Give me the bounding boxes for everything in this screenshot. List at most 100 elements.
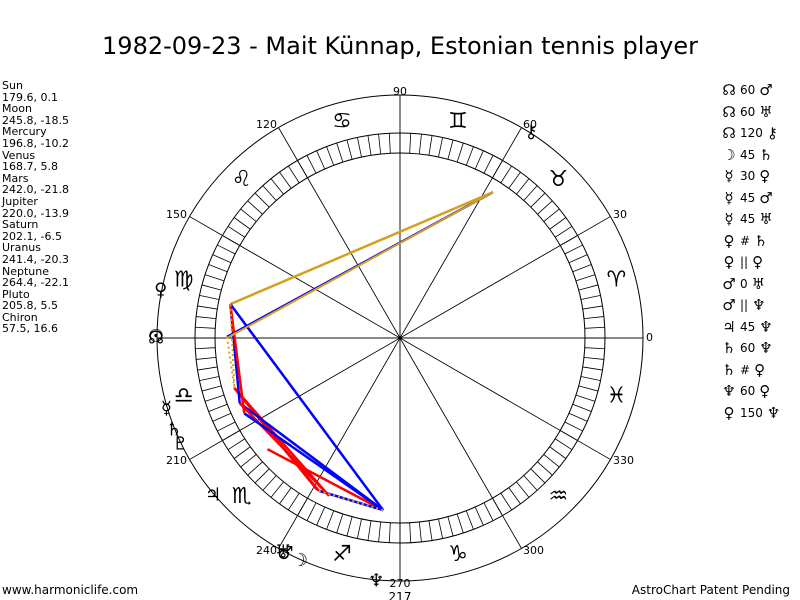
planet-name-pluto: Pluto [2, 287, 30, 301]
aspect-planet-b-glyph: ♀ [754, 360, 766, 379]
aspect-angle: 45 [740, 319, 756, 334]
aspect-planet-b-glyph: ♅ [751, 274, 766, 293]
degree-tick [306, 155, 317, 174]
aspect-angle: # [740, 233, 751, 248]
degree-label: 150 [166, 208, 187, 221]
degree-tick [508, 171, 521, 189]
aspect-dotted-line [229, 304, 236, 389]
degree-tick [326, 146, 335, 166]
aspect-planet-b-glyph: ♄ [754, 231, 768, 250]
degree-tick [346, 516, 353, 537]
degree-tick [418, 134, 422, 155]
zodiac-sign-glyph: ♒ [549, 484, 569, 509]
planet-glyph-chiron: ⚷ [525, 122, 538, 143]
degree-tick [572, 264, 592, 273]
aspect-planet-a-glyph: ♄ [722, 360, 736, 379]
degree-label: 270 [390, 577, 411, 590]
degree-tick [233, 446, 251, 459]
degree-tick [549, 217, 567, 230]
degree-tick [196, 316, 217, 320]
planet-coords-mars: 242.0, -21.8 [2, 183, 69, 197]
degree-tick [572, 403, 592, 412]
degree-tick [288, 492, 300, 511]
degree-tick [508, 487, 521, 505]
aspect-angle: || [740, 298, 749, 312]
planet-coords-neptune: 264.4, -22.1 [2, 276, 69, 290]
aspect-lines [226, 190, 494, 512]
aspect-row: ☽ 45 ♄ [720, 145, 792, 167]
house-spoke [189, 216, 611, 460]
degree-tick [356, 518, 362, 539]
degree-tick [483, 155, 494, 174]
degree-tick [212, 412, 232, 422]
aspect-angle: 30 [740, 169, 756, 183]
aspect-planet-a-glyph: ☿ [724, 167, 734, 185]
planet-name-mars: Mars [2, 171, 29, 185]
degree-tick [516, 481, 530, 498]
degree-tick [474, 506, 484, 526]
zodiac-sign-glyph: ♎ [174, 383, 194, 408]
degree-tick [554, 226, 573, 238]
zodiac-sign-glyph: ♏ [232, 484, 252, 509]
degree-tick [575, 274, 596, 282]
degree-tick [582, 305, 603, 310]
chart-title: 1982-09-23 - Mait Künnap, Estonian tenni… [102, 32, 698, 60]
aspect-planet-b-glyph: ♆ [759, 339, 773, 357]
degree-tick [584, 326, 605, 329]
planet-coords-chiron: 57.5, 16.6 [2, 322, 58, 336]
planet-coords-saturn: 202.1, -6.5 [2, 229, 62, 243]
planet-glyph-mars: ♂ [277, 543, 293, 564]
aspect-angle: 45 [740, 212, 756, 226]
aspect-planet-a-glyph: ♆ [722, 382, 736, 400]
degree-tick [428, 520, 433, 541]
planet-name-saturn: Saturn [2, 218, 39, 232]
degree-tick [279, 171, 292, 189]
planet-name-sun: Sun [2, 79, 23, 92]
aspect-line [243, 412, 384, 512]
degree-tick [578, 385, 599, 392]
aspect-planet-b-glyph: ♀ [759, 382, 771, 400]
aspect-planet-b-glyph: ♅ [759, 102, 773, 121]
degree-tick [316, 150, 326, 170]
degree-tick [197, 305, 218, 310]
degree-tick [428, 135, 433, 156]
degree-label: 240 [256, 544, 277, 557]
aspect-planet-a-glyph: ♂ [722, 296, 736, 314]
aspect-planet-b-glyph: ♂ [759, 188, 773, 207]
aspect-angle: 120 [740, 126, 763, 140]
planet-glyph-venus: ♀ [154, 280, 167, 301]
degree-tick [409, 522, 412, 543]
aspect-planet-a-glyph: ♀ [723, 403, 735, 422]
degree-tick [240, 454, 257, 468]
degree-tick [378, 521, 382, 542]
planet-coords-sun: 179.6, 0.1 [2, 90, 58, 104]
zodiac-sign-glyph: ♐ [332, 542, 352, 567]
degree-tick [270, 178, 284, 195]
aspect-angle: # [740, 362, 751, 377]
degree-tick [582, 366, 603, 371]
degree-tick [465, 146, 474, 166]
aspect-planet-b-glyph: ♄ [759, 145, 773, 164]
degree-tick [197, 366, 218, 371]
aspect-planet-b-glyph: ♅ [759, 210, 773, 228]
planet-glyph-sun: ☉ [148, 326, 164, 347]
degree-tick [568, 412, 588, 422]
degree-tick [336, 513, 344, 534]
degree-tick [279, 487, 292, 505]
degree-label: 60 [523, 118, 537, 131]
planet-coords-jupiter: 220.0, -13.9 [2, 206, 69, 220]
degree-tick [316, 506, 326, 526]
degree-label: 30 [613, 208, 627, 221]
degree-tick [227, 226, 246, 238]
planet-glyph-moon: ☽ [292, 550, 308, 571]
degree-tick [537, 200, 553, 215]
degree-tick [199, 376, 220, 382]
aspect-planet-a-glyph: ☊ [722, 102, 736, 121]
degree-label: 300 [523, 544, 544, 557]
degree-tick [543, 454, 560, 468]
degree-tick [288, 165, 300, 184]
aspect-planet-b-glyph: ♀ [752, 253, 764, 271]
aspect-planet-b-glyph: ♆ [752, 296, 766, 314]
aspect-row: ☊ 60 ♂ [720, 80, 792, 102]
